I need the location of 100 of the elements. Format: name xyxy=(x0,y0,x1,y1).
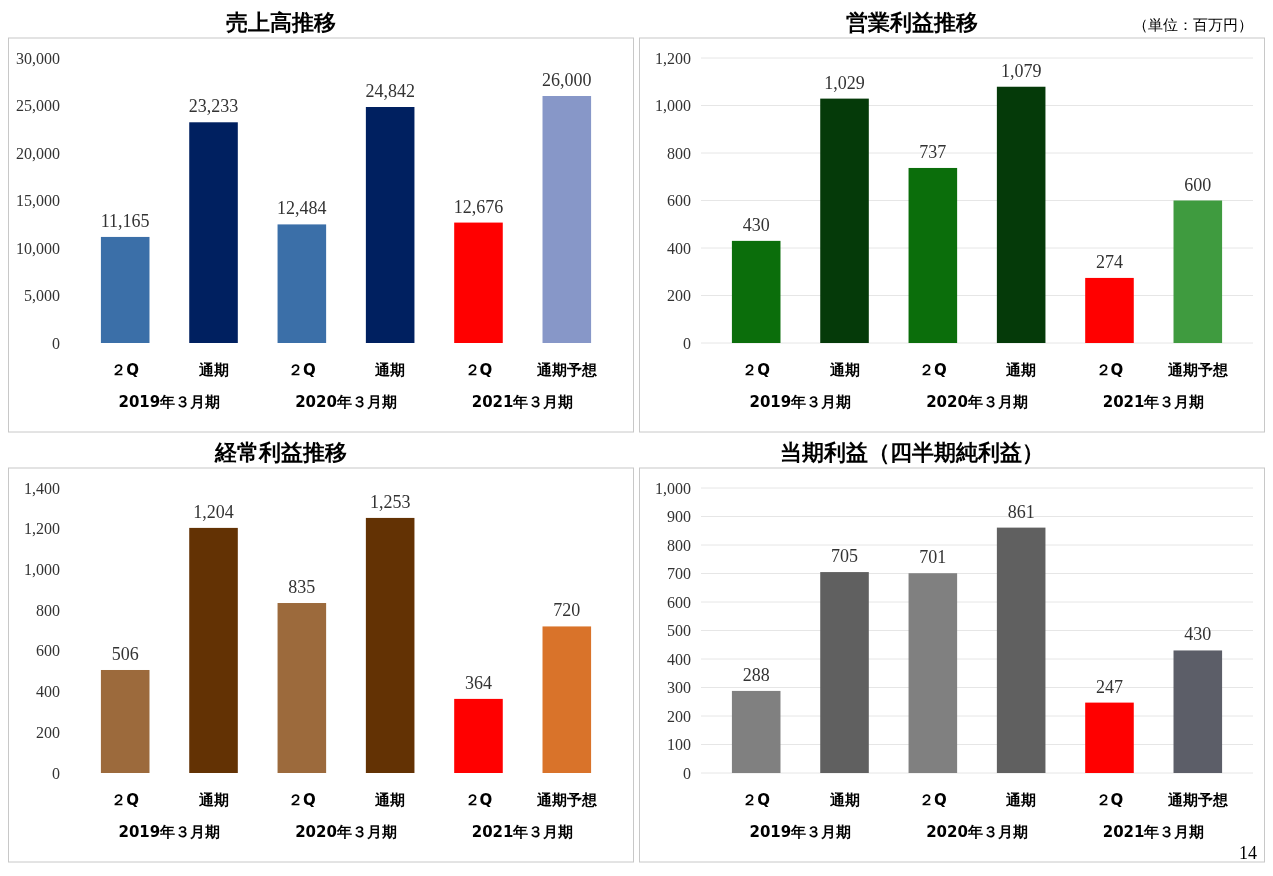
data-label: 506 xyxy=(111,643,139,664)
chart-title: 営業利益推移 xyxy=(846,10,978,35)
bar xyxy=(908,573,958,773)
y-tick-label: 400 xyxy=(36,683,60,701)
bar xyxy=(908,167,958,343)
y-tick-label: 100 xyxy=(667,736,691,754)
data-label: 274 xyxy=(1095,251,1123,272)
text: 2019年３月期 xyxy=(749,393,852,411)
y-tick-label: 30,000 xyxy=(16,49,60,67)
x-tick-label: 通期 xyxy=(828,791,860,809)
bar xyxy=(277,603,327,773)
data-label: 24,842 xyxy=(365,81,415,101)
x-tick-label: 通期予想 xyxy=(535,791,598,809)
text: 2021年３月期 xyxy=(1102,393,1205,411)
chart-subtitle: （単位：百万円） xyxy=(1133,16,1253,34)
data-label: 720 xyxy=(553,600,581,621)
text: 2021年３月期 xyxy=(1102,823,1205,841)
data-label: 12,676 xyxy=(453,196,504,217)
bar xyxy=(731,690,781,773)
y-tick-label: 600 xyxy=(36,642,60,660)
text: 2020年３月期 xyxy=(295,393,397,411)
x-tick-label: 通期 xyxy=(374,791,406,809)
x-tick-label: ２Q xyxy=(1095,361,1124,379)
text: 2020年３月期 xyxy=(926,823,1028,841)
data-label: 835 xyxy=(288,577,316,598)
bar xyxy=(1173,650,1223,773)
x-tick-label: ２Q xyxy=(918,361,947,379)
data-label: 12,484 xyxy=(277,198,327,219)
chart-title: 当期利益（四半期純利益） xyxy=(780,440,1044,465)
chart-title: 経常利益推移 xyxy=(214,440,347,465)
text: 2020年３月期 xyxy=(295,823,397,841)
data-label: 364 xyxy=(464,672,492,693)
data-label: 1,079 xyxy=(1000,60,1042,81)
y-tick-label: 400 xyxy=(667,239,691,257)
data-label: 11,165 xyxy=(100,210,150,231)
bar xyxy=(1085,277,1134,343)
y-tick-label: 700 xyxy=(667,565,691,583)
bar xyxy=(100,236,150,343)
text: 2021年３月期 xyxy=(471,393,574,411)
x-tick-label: ２Q xyxy=(464,361,493,379)
data-label: 1,204 xyxy=(193,501,234,522)
x-tick-label: ２Q xyxy=(742,361,771,379)
x-tick-label: 通期予想 xyxy=(1166,791,1229,809)
y-tick-label: 0 xyxy=(683,764,691,782)
y-tick-label: 500 xyxy=(667,622,691,640)
x-tick-label: 通期 xyxy=(197,791,229,809)
bar xyxy=(454,698,503,773)
bar xyxy=(1173,200,1223,343)
y-tick-label: 300 xyxy=(667,679,691,697)
bar xyxy=(1085,702,1134,773)
y-tick-label: 1,200 xyxy=(24,520,60,538)
bar xyxy=(365,517,415,773)
data-label: 705 xyxy=(831,546,859,567)
y-tick-label: 25,000 xyxy=(16,97,60,115)
text: 14 xyxy=(1239,843,1257,863)
y-tick-label: 0 xyxy=(52,334,60,352)
data-label: 430 xyxy=(1184,624,1212,645)
chart-title: 売上高推移 xyxy=(226,10,336,35)
data-label: 1,029 xyxy=(824,72,865,93)
x-tick-label: 通期 xyxy=(1005,791,1037,809)
y-tick-label: 1,400 xyxy=(24,479,60,497)
x-tick-label: ２Q xyxy=(287,791,316,809)
y-tick-label: 1,000 xyxy=(655,97,691,115)
bar xyxy=(454,222,503,343)
x-tick-label: 通期 xyxy=(828,361,860,379)
y-tick-label: 800 xyxy=(667,536,691,554)
y-tick-label: 200 xyxy=(667,287,691,305)
data-label: 1,253 xyxy=(369,491,411,512)
data-label: 701 xyxy=(919,547,947,568)
y-tick-label: 600 xyxy=(667,192,691,210)
y-tick-label: 1,000 xyxy=(24,561,60,579)
text: 2019年３月期 xyxy=(749,823,852,841)
text: 2019年３月期 xyxy=(118,393,221,411)
bar xyxy=(820,98,869,343)
data-label: 737 xyxy=(919,141,947,162)
y-tick-label: 20,000 xyxy=(16,144,60,162)
bar xyxy=(542,96,592,343)
data-label: 288 xyxy=(742,664,770,685)
x-tick-label: ２Q xyxy=(464,791,493,809)
bar xyxy=(996,527,1046,773)
x-tick-label: ２Q xyxy=(287,361,316,379)
y-tick-label: 800 xyxy=(36,601,60,619)
x-tick-label: ２Q xyxy=(111,361,140,379)
y-tick-label: 800 xyxy=(667,144,691,162)
bar xyxy=(277,224,327,343)
y-tick-label: 1,000 xyxy=(655,479,691,497)
data-label: 26,000 xyxy=(542,70,592,90)
x-tick-label: ２Q xyxy=(918,791,947,809)
y-tick-label: 5,000 xyxy=(24,287,60,305)
bar xyxy=(731,240,781,343)
bar xyxy=(820,572,869,773)
y-tick-label: 0 xyxy=(683,334,691,352)
y-tick-label: 200 xyxy=(667,707,691,725)
y-tick-label: 600 xyxy=(667,593,691,611)
x-tick-label: 通期予想 xyxy=(1166,361,1229,379)
y-tick-label: 400 xyxy=(667,650,691,668)
text: 2020年３月期 xyxy=(926,393,1028,411)
x-tick-label: ２Q xyxy=(1095,791,1124,809)
data-label: 600 xyxy=(1184,174,1212,195)
y-tick-label: 15,000 xyxy=(16,192,60,210)
